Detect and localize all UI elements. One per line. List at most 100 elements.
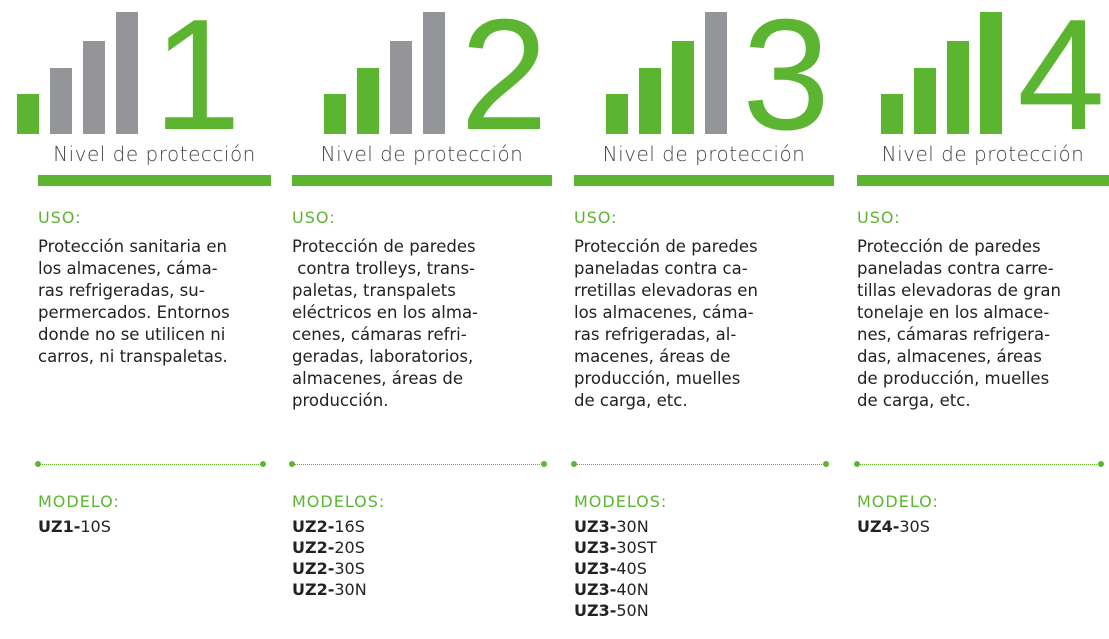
signal-bar	[50, 68, 73, 134]
uso-line: tonelaje en los almace-	[857, 303, 1050, 322]
uso-line: de carga, etc.	[857, 391, 971, 410]
signal-bar	[914, 68, 937, 134]
model: UZ3-40S	[574, 558, 657, 579]
uso-heading: USO:	[38, 208, 82, 227]
uso-line: Protección de paredes	[574, 237, 758, 256]
models: UZ4-30S	[857, 516, 930, 537]
signal-bar	[672, 41, 695, 134]
column: 3 Nivel de protección USO: Protección de pa…	[571, 0, 834, 639]
column: 1 Nivel de protección USO: Protección sanit…	[17, 0, 271, 639]
model-variant: 30S	[334, 559, 365, 578]
uso-line: das, almacenes, áreas	[857, 347, 1042, 366]
signal-bar	[881, 94, 904, 134]
model: UZ3-50N	[574, 600, 657, 621]
uso-line: cenes, cámaras refri-	[292, 325, 467, 344]
uso-line: rretillas elevadoras en	[574, 281, 758, 300]
uso-line: Protección de paredes	[857, 237, 1041, 256]
column: 2 Nivel de protección USO: Protección de pa…	[289, 0, 552, 639]
uso-line: donde no se utilicen ni	[38, 325, 226, 344]
model-code: UZ3-	[574, 580, 617, 599]
green-rule	[574, 175, 834, 186]
uso-heading: USO:	[574, 208, 618, 227]
model: UZ2-20S	[292, 537, 367, 558]
signal-bar	[83, 41, 106, 134]
dot	[854, 461, 860, 467]
uso-line: paneladas contra carre-	[857, 259, 1054, 278]
dot	[35, 461, 41, 467]
model-variant: 30ST	[616, 538, 657, 557]
signal-bar	[423, 12, 446, 134]
model-code: UZ2-	[292, 517, 335, 536]
uso-line: carros, ni transpaletas.	[38, 347, 228, 366]
model: UZ3-40N	[574, 579, 657, 600]
uso-text: Protección sanitaria en los almacenes, cá…	[38, 236, 230, 368]
level-label: Nivel de protección	[320, 142, 524, 166]
model-code: UZ3-	[574, 517, 617, 536]
model: UZ3-30ST	[574, 537, 657, 558]
model-variant: 30N	[616, 517, 649, 536]
uso-line: geradas, laboratorios,	[292, 347, 474, 366]
uso-line: Protección de paredes	[292, 237, 476, 256]
signal-bar	[324, 94, 347, 134]
dot	[541, 461, 547, 467]
uso-line: permercados. Entornos	[38, 303, 230, 322]
modelo-heading: MODELOS:	[292, 492, 386, 511]
uso-line: eléctricos en los alma-	[292, 303, 479, 322]
model-code: UZ3-	[574, 601, 617, 620]
level-number: 1	[153, 0, 241, 163]
model-variant: 16S	[334, 517, 365, 536]
uso-line: producción, muelles	[574, 369, 741, 388]
dot	[823, 461, 829, 467]
model: UZ4-30S	[857, 516, 930, 537]
level-graphic: 2	[324, 0, 548, 163]
uso-line: de carga, etc.	[574, 391, 688, 410]
modelo-heading: MODELO:	[857, 492, 939, 511]
uso-heading: USO:	[292, 208, 336, 227]
uso-line: de producción, muelles	[857, 369, 1050, 388]
dot	[260, 461, 266, 467]
level-graphic: 4	[881, 0, 1105, 154]
signal-bar	[17, 94, 40, 134]
dotted-line	[38, 464, 263, 465]
green-rule	[292, 175, 552, 186]
model-code: UZ4-	[857, 517, 900, 536]
signal-bar	[390, 41, 413, 134]
model-variant: 50N	[616, 601, 649, 620]
model-variant: 20S	[334, 538, 365, 557]
level-graphic: 3	[606, 0, 830, 154]
model-code: UZ1-	[38, 517, 81, 536]
signal-bar	[606, 94, 629, 134]
models: UZ3-30N UZ3-30ST UZ3-40S UZ3-40N UZ3-50N	[574, 516, 657, 621]
dotted-line	[292, 464, 544, 465]
level-label: Nivel de protección	[881, 142, 1085, 166]
green-rule	[38, 175, 271, 186]
model-variant: 10S	[80, 517, 111, 536]
modelo-heading: MODELO:	[38, 492, 120, 511]
signal-bar	[639, 68, 662, 134]
uso-text: Protección de paredes paneladas contra ca…	[574, 236, 758, 412]
dot	[571, 461, 577, 467]
uso-line: los almacenes, cáma-	[574, 303, 754, 322]
level-label: Nivel de protección	[602, 142, 806, 166]
uso-line: almacenes, áreas de	[292, 369, 464, 388]
model-code: UZ2-	[292, 538, 335, 557]
model: UZ2-30S	[292, 558, 367, 579]
green-rule	[857, 175, 1109, 186]
uso-line: Protección sanitaria en	[38, 237, 227, 256]
model-code: UZ2-	[292, 580, 335, 599]
model-variant: 40N	[616, 580, 649, 599]
dotted-line	[574, 464, 826, 465]
uso-line: los almacenes, cáma-	[38, 259, 218, 278]
model-code: UZ3-	[574, 538, 617, 557]
uso-line: nes, cámaras refrigera-	[857, 325, 1051, 344]
dot	[1098, 461, 1104, 467]
level-number: 2	[460, 0, 548, 163]
model-code: UZ3-	[574, 559, 617, 578]
modelo-heading: MODELOS:	[574, 492, 668, 511]
uso-text: Protección de paredes paneladas contra ca…	[857, 236, 1061, 412]
dotted-line	[857, 464, 1101, 465]
uso-line: tillas elevadoras de gran	[857, 281, 1061, 300]
uso-line: ras refrigeradas, su-	[38, 281, 205, 300]
model-variant: 30N	[334, 580, 367, 599]
model-variant: 40S	[616, 559, 647, 578]
